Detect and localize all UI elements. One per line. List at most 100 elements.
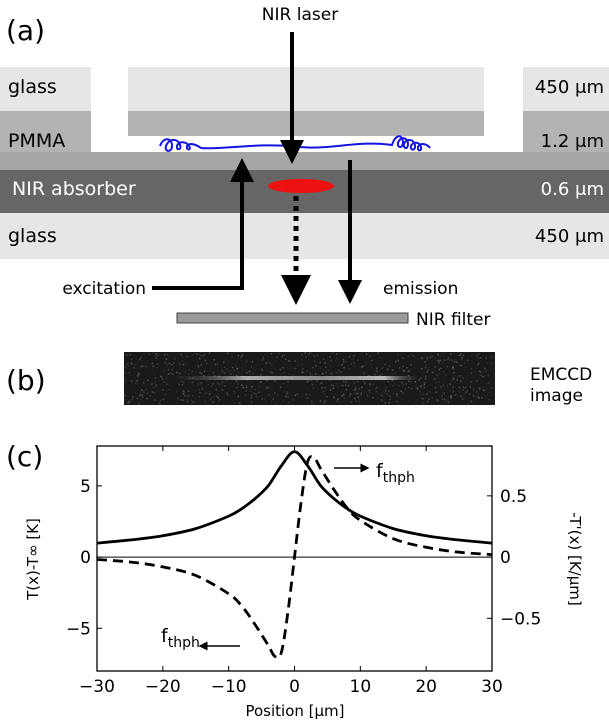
noise-pixel [479,388,481,390]
noise-pixel [349,393,352,395]
noise-pixel [307,379,309,382]
noise-pixel [362,365,364,368]
noise-pixel [191,354,194,356]
noise-pixel [274,360,277,363]
noise-pixel [482,371,485,373]
noise-pixel [407,375,410,377]
noise-pixel [371,359,373,362]
noise-pixel [127,402,129,404]
noise-pixel [432,378,435,380]
noise-pixel [140,391,142,393]
x-tick-label: 20 [415,677,437,697]
noise-pixel [187,395,190,397]
noise-pixel [293,367,295,369]
noise-pixel [475,355,478,358]
noise-pixel [278,352,280,355]
noise-pixel [141,365,143,367]
x-tick-label: 10 [350,677,372,697]
noise-pixel [146,397,148,400]
noise-pixel [471,355,473,357]
noise-pixel [421,355,424,358]
noise-pixel [129,400,131,403]
noise-pixel [308,354,310,356]
noise-pixel [420,397,422,399]
noise-pixel [384,363,386,366]
noise-pixel [454,361,456,363]
noise-pixel [447,357,450,360]
noise-pixel [215,395,218,398]
noise-pixel [208,352,211,354]
noise-pixel [330,384,332,386]
noise-pixel [276,394,279,396]
noise-pixel [438,368,441,371]
layer-glass-top-right [523,67,609,111]
noise-pixel [459,380,462,382]
noise-pixel [133,367,136,369]
noise-pixel [151,383,153,385]
noise-pixel [152,365,154,367]
noise-pixel [228,370,231,373]
noise-pixel [348,394,351,397]
noise-pixel [271,386,273,389]
noise-pixel [466,359,469,362]
noise-pixel [259,385,262,388]
noise-pixel [425,374,427,377]
noise-pixel [383,391,385,393]
noise-pixel [443,398,446,400]
y-tick-label-left: 5 [80,477,91,497]
noise-pixel [223,372,226,374]
noise-pixel [434,378,436,380]
noise-pixel [470,372,473,374]
noise-pixel [367,357,370,359]
noise-pixel [251,372,253,375]
noise-pixel [397,359,399,362]
thickness-glass-bottom: 450 μm [535,226,604,247]
noise-pixel [321,386,324,389]
noise-pixel [421,358,424,360]
noise-pixel [281,354,284,357]
noise-pixel [406,367,408,369]
noise-pixel [222,370,224,372]
noise-pixel [295,352,298,354]
noise-pixel [269,362,271,364]
noise-pixel [368,389,370,392]
noise-pixel [301,359,303,361]
noise-pixel [171,364,173,366]
noise-pixel [369,363,372,365]
noise-pixel [381,373,383,375]
noise-pixel [184,395,186,397]
noise-pixel [487,382,490,384]
noise-pixel [333,396,335,399]
noise-pixel [137,358,140,361]
layer-pmma-cover-film [128,111,484,136]
noise-pixel [442,384,444,386]
noise-pixel [473,387,476,390]
noise-pixel [218,383,220,385]
noise-pixel [320,382,322,385]
noise-pixel [287,396,289,398]
noise-pixel [310,379,312,382]
noise-pixel [164,362,166,364]
noise-pixel [252,372,254,374]
noise-pixel [344,357,346,359]
noise-pixel [139,394,141,397]
noise-pixel [176,396,179,399]
noise-pixel [226,368,228,370]
noise-pixel [356,392,359,395]
noise-pixel [323,393,326,396]
annotation-fthph-right: fthph [334,460,415,486]
noise-pixel [179,363,181,365]
noise-pixel [452,386,454,388]
noise-pixel [177,381,179,383]
noise-pixel [251,361,254,363]
noise-pixel [249,390,252,392]
noise-pixel [450,397,452,399]
noise-pixel [181,399,184,401]
noise-pixel [231,366,234,369]
noise-pixel [182,389,184,392]
noise-pixel [206,380,209,382]
noise-pixel [174,358,176,360]
noise-pixel [143,391,145,393]
noise-pixel [486,393,489,395]
noise-pixel [430,371,432,374]
